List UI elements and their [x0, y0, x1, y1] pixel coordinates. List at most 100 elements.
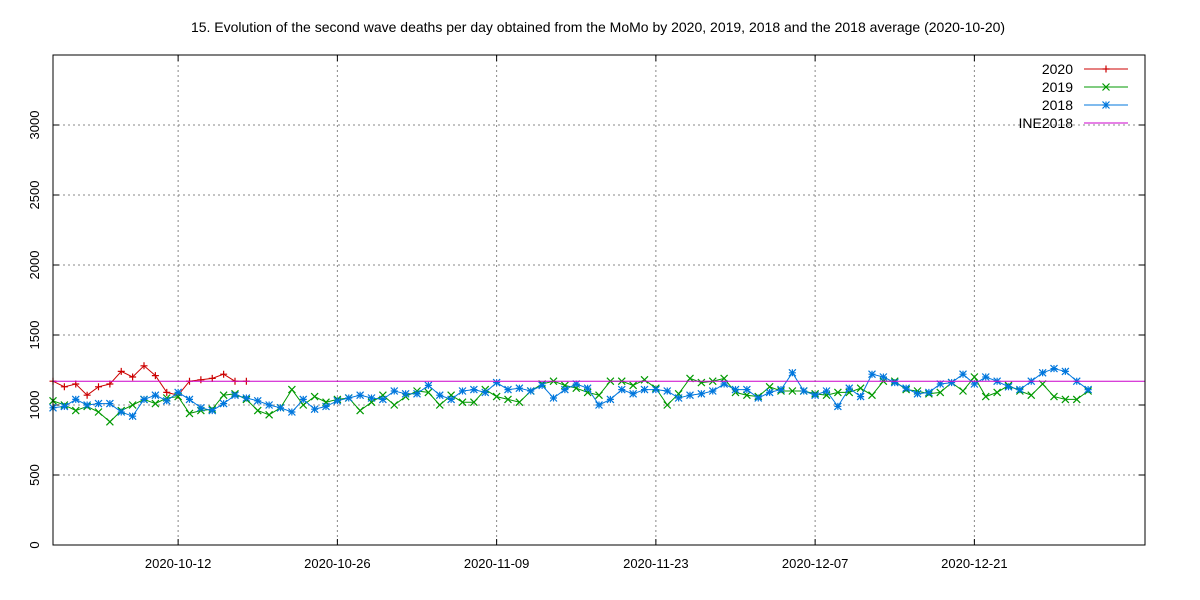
data-point	[287, 385, 296, 394]
data-point	[390, 401, 399, 409]
data-point	[481, 388, 490, 397]
data-point	[287, 408, 296, 416]
data-point	[924, 388, 933, 397]
data-point	[163, 388, 171, 396]
data-point	[424, 381, 433, 390]
data-point	[367, 394, 376, 402]
legend-label: 2020	[1042, 61, 1073, 77]
data-point	[606, 395, 615, 404]
data-point	[140, 395, 148, 404]
data-point	[333, 396, 342, 405]
data-point	[549, 394, 558, 402]
data-point	[117, 367, 125, 375]
legend-label: INE2018	[1019, 115, 1074, 131]
data-point	[105, 417, 114, 426]
x-tick-label: 2020-12-21	[941, 556, 1008, 571]
data-point	[253, 406, 262, 415]
data-point	[686, 391, 694, 400]
data-point	[390, 387, 399, 395]
data-point	[742, 391, 751, 400]
data-point	[868, 391, 876, 400]
data-point	[947, 378, 956, 387]
data-point	[572, 380, 581, 388]
plot-frame	[52, 54, 1146, 546]
data-point	[970, 380, 979, 388]
data-point	[879, 373, 888, 381]
data-point	[162, 396, 171, 405]
data-point	[697, 389, 706, 398]
data-point	[981, 392, 990, 401]
data-point	[845, 384, 854, 393]
y-tick-label: 3000	[27, 111, 42, 140]
data-point	[469, 398, 478, 407]
data-point	[799, 387, 808, 395]
legend-entry: 2020	[1042, 61, 1128, 77]
data-point	[242, 394, 251, 402]
y-tick-label: 2500	[27, 181, 42, 210]
data-point	[94, 399, 103, 408]
chart-title: 15. Evolution of the second wave deaths …	[191, 19, 1005, 35]
data-point	[435, 391, 444, 400]
y-tick-label: 1500	[27, 321, 42, 350]
data-point	[504, 395, 512, 404]
series-line	[52, 365, 247, 396]
data-point	[617, 385, 626, 394]
data-point	[413, 389, 421, 398]
data-point	[196, 403, 205, 412]
data-point	[993, 388, 1002, 397]
axes: 0 500 1000 1500 2000 2500 3000 2020-10-12 2020-1…	[27, 55, 1145, 571]
data-point	[492, 378, 501, 387]
data-point	[742, 385, 751, 394]
data-point	[310, 405, 319, 414]
data-point	[663, 401, 672, 409]
data-point	[959, 387, 967, 395]
data-point	[299, 395, 308, 404]
data-point	[788, 368, 797, 377]
x-tick-label: 2020-11-23	[623, 556, 689, 571]
data-point	[856, 392, 865, 401]
data-point	[128, 412, 137, 421]
data-point	[856, 384, 865, 393]
data-point	[220, 370, 228, 378]
data-point	[265, 410, 274, 419]
data-point	[401, 389, 410, 398]
data-point	[356, 391, 365, 400]
data-point	[890, 378, 899, 387]
data-point	[526, 387, 535, 395]
data-point	[1050, 392, 1058, 401]
data-point	[504, 385, 512, 394]
series-2020	[49, 362, 250, 399]
data-point	[128, 401, 137, 409]
data-point	[140, 362, 148, 370]
data-point	[151, 391, 160, 400]
data-point	[1038, 368, 1047, 377]
data-point	[765, 382, 774, 391]
x-tick-label: 2020-10-12	[145, 556, 212, 571]
data-point	[720, 380, 729, 388]
data-point	[1004, 382, 1013, 391]
data-point	[95, 383, 102, 391]
data-point	[1084, 385, 1093, 394]
legend-entry: 2019	[1042, 79, 1128, 95]
data-point	[515, 398, 524, 407]
data-point	[970, 373, 979, 381]
data-point	[811, 391, 820, 400]
data-point	[868, 370, 876, 379]
data-point	[515, 384, 524, 393]
x-tick-label: 2020-10-26	[304, 556, 371, 571]
data-point	[151, 399, 160, 408]
data-point	[708, 387, 717, 395]
data-point	[583, 384, 592, 393]
data-point	[822, 387, 831, 395]
data-point	[105, 399, 114, 408]
data-point	[674, 394, 683, 402]
data-point	[185, 395, 194, 404]
data-point	[60, 402, 69, 411]
data-point	[253, 396, 262, 405]
data-point	[344, 394, 353, 402]
data-point	[538, 381, 547, 390]
data-point	[1061, 367, 1070, 376]
data-point	[219, 391, 228, 400]
data-point	[310, 392, 319, 401]
